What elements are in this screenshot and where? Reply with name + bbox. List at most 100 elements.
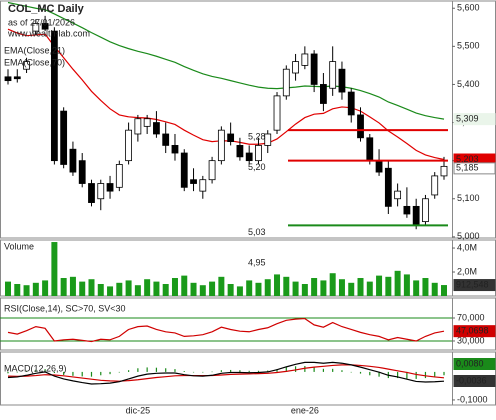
y-tick-label: 70,000: [457, 312, 485, 322]
histogram-bar: [100, 371, 102, 376]
histogram-bar: [127, 370, 130, 372]
candle-body: [292, 61, 299, 74]
volume-bar: [60, 278, 67, 296]
candle-body: [125, 129, 132, 162]
candle-body: [245, 152, 253, 162]
histogram-bar: [359, 371, 362, 374]
candle-body: [162, 133, 170, 146]
histogram-bar: [285, 367, 287, 372]
volume-bar: [348, 282, 355, 296]
volume-bar: [283, 276, 290, 296]
histogram-bar: [294, 366, 297, 372]
candle-body: [366, 137, 374, 162]
last-value-label: 5,309: [456, 113, 479, 123]
chart-title: COL_MC Daily: [8, 3, 85, 15]
last-value-label-box: [453, 325, 496, 338]
candle-body: [440, 165, 448, 177]
candle-body: [384, 167, 392, 207]
axis-frame: [452, 297, 496, 351]
histogram-bar: [16, 371, 18, 373]
candle-body: [180, 152, 188, 188]
last-value-label-box: [453, 113, 496, 126]
candle-body: [338, 68, 346, 93]
candle-body: [97, 183, 105, 200]
volume-bar: [320, 280, 327, 296]
candle-body: [60, 110, 68, 165]
line: [7, 361, 445, 385]
volume-bar: [107, 286, 114, 296]
histogram-bar: [378, 371, 380, 377]
volume-bar: [162, 284, 169, 296]
level-label: 5,03: [248, 227, 266, 237]
annotation-box: [453, 375, 496, 387]
histogram-bar: [332, 368, 334, 372]
histogram-bar: [424, 371, 427, 379]
candle-body: [375, 160, 383, 173]
legend-entry: EMA(Close,21): [4, 45, 65, 55]
y-tick-label: 5,600: [457, 3, 480, 13]
histogram-bar: [72, 371, 74, 376]
histogram-bar: [44, 369, 46, 372]
x-tick-label: ene-26: [291, 405, 319, 415]
chart-subtitle: as of 27/01/2026: [8, 17, 75, 27]
last-value-label-box: [453, 279, 496, 292]
volume-bar: [125, 280, 132, 296]
volume-bar: [23, 285, 30, 296]
histogram-bar: [25, 371, 28, 372]
histogram-bar: [239, 370, 241, 372]
line: [7, 28, 445, 161]
panel-title: RSI(Close,14), SC>70, SV<30: [4, 303, 126, 313]
line: [7, 317, 445, 343]
histogram-bar: [183, 371, 185, 372]
volume-bar: [274, 274, 281, 296]
close-label-box: [453, 162, 496, 175]
candle-body: [394, 190, 402, 200]
candle-body: [134, 118, 142, 135]
histogram-bar: [434, 371, 436, 377]
volume-bar: [79, 281, 86, 296]
histogram-bar: [155, 367, 158, 372]
volume-bar: [14, 284, 21, 296]
candle-body: [273, 95, 281, 131]
volume-bar: [255, 282, 262, 296]
volume-bar: [51, 242, 58, 296]
candle-body: [301, 53, 309, 66]
histogram-bar: [211, 371, 213, 373]
histogram-bar: [220, 370, 222, 372]
volume-bar: [116, 282, 123, 296]
histogram-bar: [341, 370, 343, 372]
histogram-bar: [397, 371, 399, 379]
candle-body: [412, 205, 420, 226]
y-tick-label: 30,000: [457, 335, 485, 345]
y-tick-label: 5,000: [457, 231, 480, 241]
histogram-bar: [443, 371, 445, 376]
candle-body: [143, 118, 151, 127]
histogram-bar: [118, 371, 120, 373]
histogram-bar: [304, 366, 306, 372]
y-tick-label: 5,100: [457, 193, 480, 203]
candle-body: [41, 23, 49, 30]
y-tick-label: 2,0M: [457, 266, 477, 276]
annotation: -0,0036: [456, 375, 487, 385]
histogram-bar: [63, 371, 65, 375]
volume-bar: [301, 284, 308, 296]
volume-bar: [422, 278, 429, 296]
volume-bar: [153, 281, 160, 296]
candle-body: [264, 133, 272, 146]
volume-bar: [199, 285, 206, 296]
candle-body: [23, 61, 30, 70]
histogram-bar: [53, 371, 55, 374]
candle-body: [329, 61, 337, 89]
x-tick-label: dic-25: [126, 405, 151, 415]
level-label: 5,20: [248, 162, 266, 172]
volume-bar: [181, 275, 188, 296]
volume-bar: [32, 282, 39, 296]
candle-body: [13, 76, 21, 80]
y-tick-label: 5,500: [457, 41, 480, 51]
histogram-bar: [322, 368, 325, 372]
candle-body: [357, 114, 364, 139]
histogram-bar: [230, 369, 232, 372]
candle-body: [171, 145, 179, 154]
candle-body: [403, 205, 411, 215]
